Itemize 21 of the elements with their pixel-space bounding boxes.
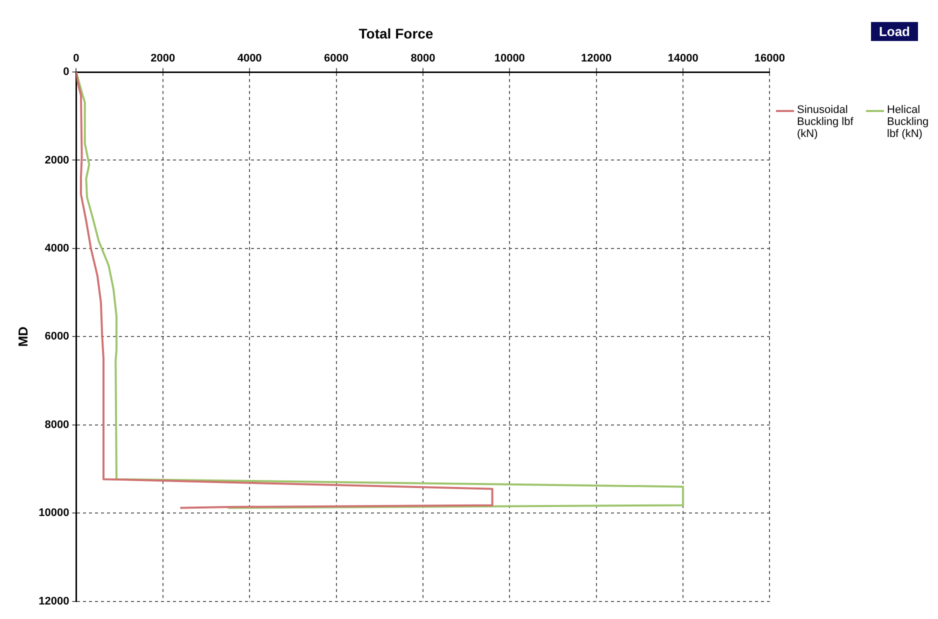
x-tick-label: 8000 [410, 52, 436, 64]
x-tick-label: 4000 [237, 52, 262, 64]
x-tick-label: 10000 [494, 52, 525, 64]
x-tick-label: 6000 [324, 52, 348, 64]
y-axis-title: MD [15, 326, 30, 347]
y-tick-label: 8000 [44, 418, 70, 431]
x-tick-label: 16000 [754, 52, 786, 64]
x-tick-label: 14000 [668, 52, 698, 64]
y-tick-label: 2000 [44, 154, 70, 166]
text: Load [870, 22, 918, 41]
legend-label: Sinusoidal Buckling lbf (kN) [797, 104, 854, 140]
legend-label: Helical Buckling lbf (kN) [887, 104, 929, 140]
x-tick-label: 0 [73, 52, 80, 64]
y-tick-label: 12000 [38, 595, 70, 608]
y-tick-label: 6000 [44, 330, 70, 343]
y-tick-label: 4000 [44, 242, 70, 254]
x-tick-label: 12000 [581, 52, 612, 64]
x-tick-label: 2000 [150, 52, 176, 64]
y-tick-label: 10000 [38, 507, 70, 520]
y-tick-label: 0 [63, 66, 70, 78]
chart-title: Total Force [358, 25, 434, 42]
